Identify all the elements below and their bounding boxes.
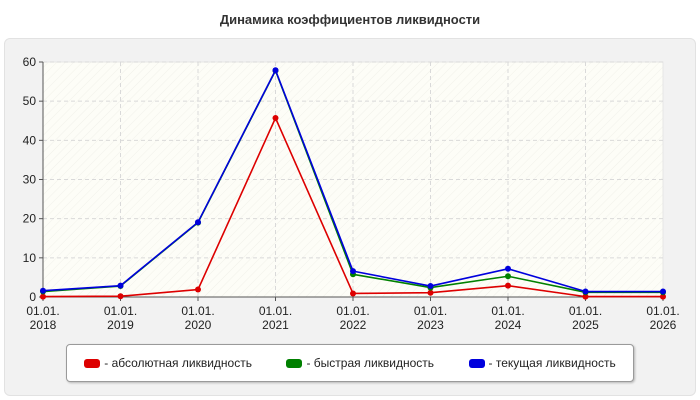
x-tick-label: 01.01. 2020: [181, 304, 214, 332]
data-point: [427, 283, 434, 290]
data-point: [272, 115, 279, 122]
data-point: [350, 290, 356, 297]
y-tick-label: 40: [23, 133, 37, 147]
data-point: [117, 282, 124, 289]
x-tick-label: 01.01. 2018: [26, 304, 59, 332]
y-tick-label: 10: [23, 251, 37, 265]
data-point: [40, 287, 46, 294]
x-tick-label: 01.01. 2019: [104, 304, 137, 332]
data-point: [505, 265, 511, 272]
data-point: [272, 67, 279, 74]
y-tick-label: 0: [29, 290, 36, 304]
axes: 0 10 20 30 40 50 60 01.01. 2018 01.01. 2019 01.01. 2…: [23, 55, 680, 332]
data-point: [195, 286, 201, 293]
chart-title: Динамика коэффициентов ликвидности: [219, 12, 481, 27]
data-point: [350, 268, 356, 275]
legend-swatch-quick: [286, 358, 303, 368]
legend-swatch-absolute: [84, 358, 101, 368]
data-point: [40, 293, 46, 300]
y-tick-label: 20: [23, 212, 37, 226]
data-point: [427, 289, 434, 296]
x-tick-label: 01.01. 2024: [491, 304, 524, 332]
data-point: [582, 293, 589, 300]
data-point: [582, 288, 589, 295]
legend: - абсолютная ликвидность - быстрая ликви…: [66, 344, 634, 382]
data-point: [117, 293, 124, 300]
x-tick-label: 01.01. 2021: [259, 304, 292, 332]
grid: [43, 61, 663, 297]
x-tick-label: 01.01. 2023: [414, 304, 447, 332]
data-point: [660, 288, 666, 295]
data-point: [505, 282, 511, 289]
legend-item-current: - текущая ликвидность: [468, 356, 616, 370]
legend-item-quick: - быстрая ликвидность: [286, 356, 434, 370]
legend-item-absolute: - абсолютная ликвидность: [84, 356, 252, 370]
y-tick-label: 50: [23, 94, 37, 108]
x-tick-label: 01.01. 2025: [569, 304, 602, 332]
data-point: [195, 219, 201, 226]
data-point: [660, 293, 666, 300]
legend-label-quick: - быстрая ликвидность: [306, 356, 435, 370]
series: [40, 67, 666, 300]
x-tick-label: 01.01. 2026: [646, 304, 679, 332]
legend-swatch-current: [468, 358, 485, 368]
y-tick-label: 60: [23, 55, 37, 69]
x-tick-label: 01.01. 2022: [336, 304, 369, 332]
legend-label-absolute: - абсолютная ликвидность: [104, 356, 252, 370]
data-point: [505, 273, 511, 280]
y-tick-label: 30: [23, 173, 37, 187]
legend-label-current: - текущая ликвидность: [488, 356, 616, 370]
